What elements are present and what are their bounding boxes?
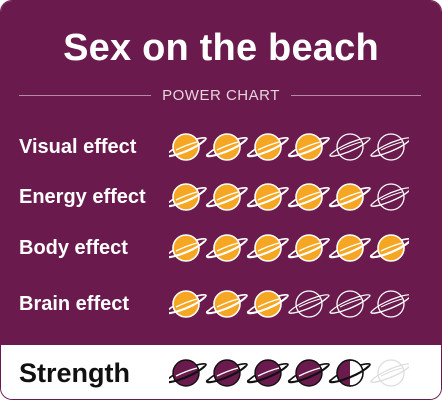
saturn-planet-icon (205, 234, 248, 262)
saturn-planet-icon (369, 234, 409, 262)
saturn-planet-icon (329, 290, 371, 318)
saturn-planet-icon (246, 183, 289, 211)
saturn-planet-icon (205, 290, 248, 318)
effect-row-body: Body effect (1, 230, 441, 266)
saturn-planet-icon (246, 359, 289, 387)
saturn-planet-icon (169, 359, 207, 387)
rating-planets (169, 183, 409, 211)
drink-title: Sex on the beach (63, 27, 379, 69)
saturn-planet-icon (288, 290, 330, 318)
strength-label: Strength (19, 358, 130, 388)
strength-row: Strength (1, 347, 441, 399)
saturn-planet-icon (328, 359, 371, 387)
effect-label: Brain effect (19, 293, 130, 315)
saturn-planet-icon (169, 290, 207, 318)
effect-row-brain: Brain effect (1, 286, 441, 322)
subtitle-row: POWER CHART (1, 85, 441, 107)
effect-label: Visual effect (19, 136, 137, 158)
saturn-planet-icon (287, 133, 330, 161)
effect-label: Energy effect (19, 186, 146, 208)
effect-label: Body effect (19, 237, 128, 259)
saturn-planet-icon (246, 290, 289, 318)
saturn-planet-icon (370, 359, 409, 387)
saturn-planet-icon (328, 234, 371, 262)
power-chart-panel: Sex on the beach POWER CHART Visual effe… (1, 1, 441, 345)
strength-rating-planets (169, 359, 409, 387)
saturn-planet-icon (205, 359, 248, 387)
saturn-planet-icon (246, 234, 289, 262)
rating-planets (169, 290, 409, 318)
power-chart-subtitle: POWER CHART (162, 87, 280, 104)
saturn-planet-icon (370, 183, 409, 211)
saturn-planet-icon (329, 133, 371, 161)
saturn-planet-icon (287, 183, 330, 211)
saturn-planet-icon (370, 133, 409, 161)
saturn-planet-icon (287, 234, 330, 262)
saturn-planet-icon (287, 359, 330, 387)
effect-row-visual: Visual effect (1, 129, 441, 165)
rating-planets (169, 133, 409, 161)
saturn-planet-icon (169, 183, 207, 211)
rating-planets (169, 234, 409, 262)
saturn-planet-icon (328, 183, 371, 211)
saturn-planet-icon (205, 183, 248, 211)
saturn-planet-icon (169, 133, 207, 161)
subtitle-divider-right (291, 95, 421, 96)
subtitle-divider-left (19, 95, 151, 96)
saturn-planet-icon (370, 290, 409, 318)
saturn-planet-icon (205, 133, 248, 161)
effect-row-energy: Energy effect (1, 179, 441, 215)
saturn-planet-icon (169, 234, 207, 262)
saturn-planet-icon (246, 133, 289, 161)
